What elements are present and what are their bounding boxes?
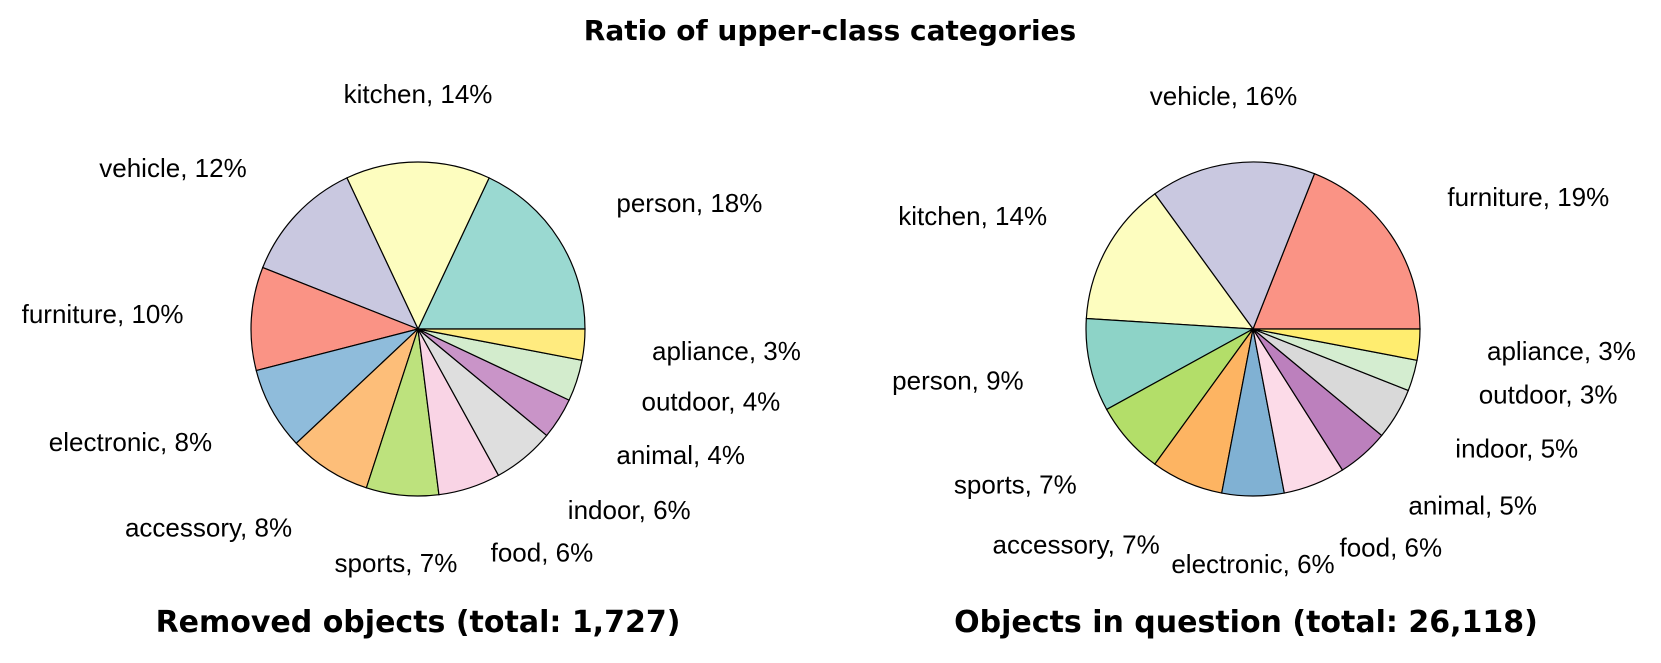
slice-label-furniture: furniture, 10% bbox=[22, 299, 184, 329]
pie-slice-furniture bbox=[250, 266, 420, 372]
slice-label-accessory: accessory, 8% bbox=[125, 512, 292, 542]
slice-label-kitchen: kitchen, 14% bbox=[344, 79, 493, 109]
slice-label-kitchen: kitchen, 14% bbox=[898, 201, 1047, 231]
pie-slice-apliance bbox=[417, 328, 586, 361]
pie-slice-furniture bbox=[1252, 172, 1421, 330]
slice-label-person: person, 9% bbox=[892, 365, 1024, 395]
pie-chart-objects-in-question: furniture, 19% vehicle, 16% kitchen, 14% pe… bbox=[892, 81, 1636, 579]
slice-label-person: person, 18% bbox=[616, 188, 762, 218]
slice-label-sports: sports, 7% bbox=[334, 548, 457, 578]
pie-chart-removed-objects: person, 18% kitchen, 14% vehicle, 12% furni… bbox=[22, 79, 801, 578]
slice-label-electronic: electronic, 6% bbox=[1171, 549, 1334, 579]
pie-slice-kitchen bbox=[1085, 193, 1255, 330]
pie-slice-vehicle bbox=[261, 177, 420, 331]
slice-label-food: food, 6% bbox=[1340, 533, 1443, 563]
pie-slice-apliance bbox=[1252, 328, 1421, 361]
slice-label-animal: animal, 4% bbox=[616, 440, 745, 470]
slice-label-indoor: indoor, 6% bbox=[568, 495, 691, 525]
caption-objects-in-question: Objects in question (total: 26,118) bbox=[954, 605, 1538, 640]
slice-label-vehicle: vehicle, 16% bbox=[1150, 81, 1297, 111]
slice-label-apliance: apliance, 3% bbox=[1487, 336, 1636, 366]
figure-title: Ratio of upper-class categories bbox=[584, 14, 1076, 47]
slice-label-electronic: electronic, 8% bbox=[49, 427, 212, 457]
slice-label-sports: sports, 7% bbox=[954, 469, 1077, 499]
slice-label-outdoor: outdoor, 4% bbox=[642, 387, 781, 417]
slice-label-accessory: accessory, 7% bbox=[993, 530, 1160, 560]
slice-label-food: food, 6% bbox=[491, 538, 594, 568]
slice-label-indoor: indoor, 5% bbox=[1455, 434, 1578, 464]
pie-slice-person bbox=[417, 177, 586, 330]
slice-label-vehicle: vehicle, 12% bbox=[99, 153, 246, 183]
pie-slice-kitchen bbox=[346, 161, 490, 331]
slice-label-apliance: apliance, 3% bbox=[652, 336, 801, 366]
slice-label-outdoor: outdoor, 3% bbox=[1479, 380, 1618, 410]
caption-removed-objects: Removed objects (total: 1,727) bbox=[156, 605, 681, 640]
pie-slice-vehicle bbox=[1154, 161, 1316, 331]
pie-slice-person bbox=[1085, 317, 1256, 411]
slice-label-animal: animal, 5% bbox=[1408, 490, 1537, 520]
slice-label-furniture: furniture, 19% bbox=[1447, 182, 1609, 212]
